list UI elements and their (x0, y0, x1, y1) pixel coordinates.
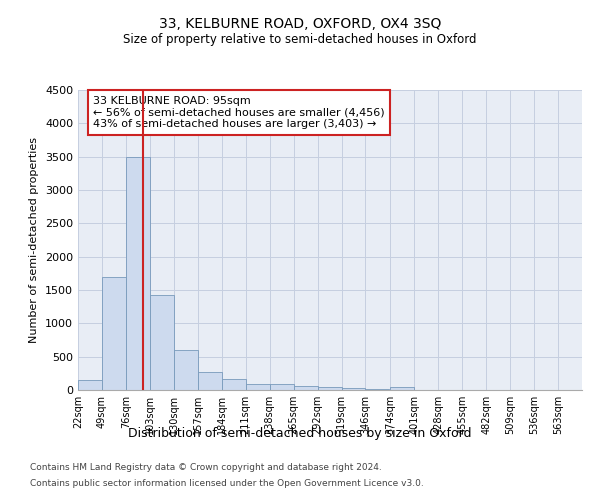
Text: Contains HM Land Registry data © Crown copyright and database right 2024.: Contains HM Land Registry data © Crown c… (30, 464, 382, 472)
Bar (269, 384, 293, 390)
Bar (222, 379, 246, 390)
Bar (102, 276, 126, 390)
Bar (78, 380, 102, 390)
Y-axis label: Number of semi-detached properties: Number of semi-detached properties (29, 137, 40, 343)
Text: Distribution of semi-detached houses by size in Oxford: Distribution of semi-detached houses by … (128, 428, 472, 440)
Text: 33 KELBURNE ROAD: 95sqm
← 56% of semi-detached houses are smaller (4,456)
43% of: 33 KELBURNE ROAD: 95sqm ← 56% of semi-de… (93, 96, 385, 129)
Bar (246, 384, 269, 390)
Bar (150, 296, 174, 390)
Bar (317, 388, 341, 390)
Text: 33, KELBURNE ROAD, OXFORD, OX4 3SQ: 33, KELBURNE ROAD, OXFORD, OX4 3SQ (159, 18, 441, 32)
Bar (391, 387, 414, 390)
Bar (198, 372, 222, 390)
Bar (293, 386, 317, 390)
Bar (174, 350, 198, 390)
Bar (126, 156, 150, 390)
Text: Contains public sector information licensed under the Open Government Licence v3: Contains public sector information licen… (30, 478, 424, 488)
Bar (341, 388, 365, 390)
Text: Size of property relative to semi-detached houses in Oxford: Size of property relative to semi-detach… (123, 32, 477, 46)
Bar (365, 389, 389, 390)
